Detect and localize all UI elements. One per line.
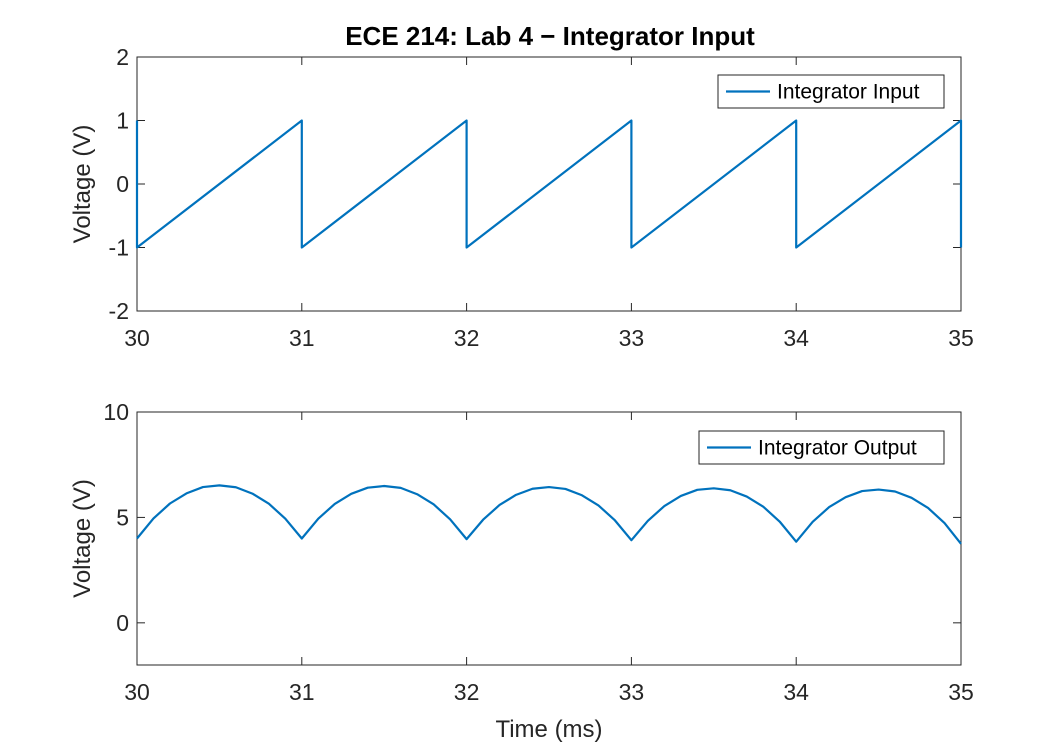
y-axis-label: Voltage (V) xyxy=(69,479,96,598)
y-tick-label: 0 xyxy=(116,610,129,636)
x-axis-label: Time (ms) xyxy=(495,716,602,743)
x-tick-label: 34 xyxy=(783,679,809,705)
x-tick-label: 30 xyxy=(124,679,150,705)
series-line xyxy=(136,484,962,545)
legend-label: Integrator Output xyxy=(758,437,917,460)
y-tick-label: 10 xyxy=(103,399,129,425)
y-tick-label: 2 xyxy=(116,44,129,70)
y-tick-label: -1 xyxy=(109,235,129,261)
chart-title: ECE 214: Lab 4 − Integrator Input xyxy=(345,21,755,51)
y-tick-label: 0 xyxy=(116,171,129,197)
y-tick-label: 5 xyxy=(116,504,129,530)
x-tick-label: 31 xyxy=(289,679,315,705)
x-tick-label: 31 xyxy=(289,325,315,351)
y-tick-label: 1 xyxy=(116,108,129,134)
output-plot: 30 31 32 33 34 35 0 5 10 Voltage (V) Time (ms) Inte… xyxy=(69,399,974,743)
x-tick-label: 32 xyxy=(454,679,480,705)
x-tick-label: 33 xyxy=(619,679,645,705)
y-axis-label: Voltage (V) xyxy=(69,125,96,244)
x-tick-label: 35 xyxy=(948,679,974,705)
x-tick-label: 34 xyxy=(783,325,809,351)
series-line xyxy=(135,119,963,249)
y-tick-label: -2 xyxy=(109,298,129,324)
input-plot: 30 31 32 33 34 35 -2 -1 0 1 2 Voltage (V) Integrator… xyxy=(69,44,974,351)
legend-label: Integrator Input xyxy=(777,81,920,104)
x-tick-label: 32 xyxy=(454,325,480,351)
x-tick-label: 35 xyxy=(948,325,974,351)
x-tick-label: 30 xyxy=(124,325,150,351)
x-tick-label: 33 xyxy=(619,325,645,351)
